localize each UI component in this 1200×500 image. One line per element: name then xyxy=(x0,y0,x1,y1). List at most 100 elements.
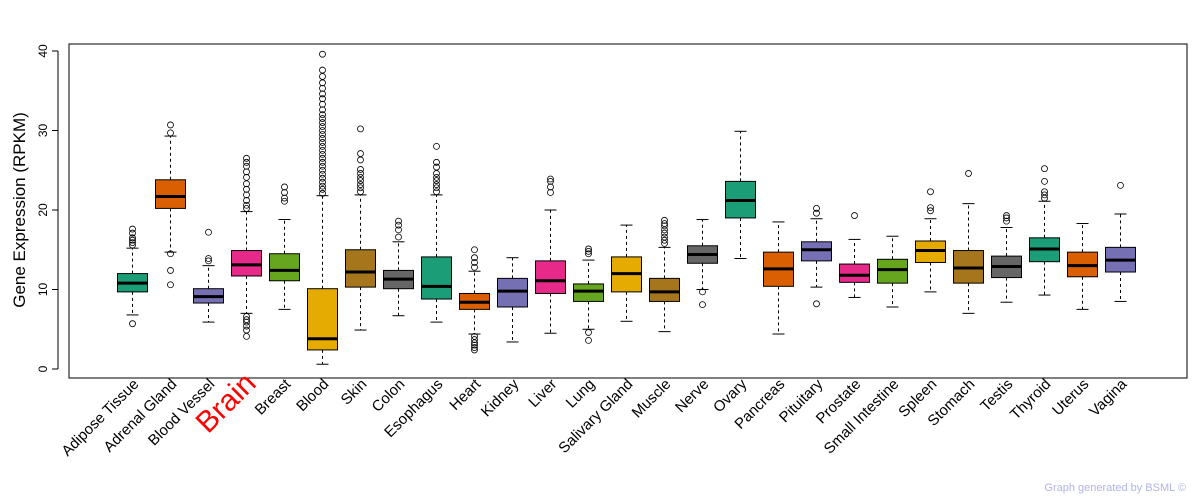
outlier-point xyxy=(585,247,592,255)
box-thyroid xyxy=(1029,165,1060,296)
outlier-point xyxy=(281,183,288,191)
outlier-point xyxy=(319,119,326,126)
outlier-point xyxy=(585,336,592,344)
box-iqr xyxy=(345,249,376,288)
box-iqr xyxy=(231,250,262,277)
outlier-point xyxy=(319,135,326,142)
outlier-point xyxy=(471,333,478,340)
plot-frame xyxy=(68,43,1188,379)
box-iqr xyxy=(421,256,452,300)
outlier-point xyxy=(129,320,136,328)
box-stomach xyxy=(953,170,984,314)
outlier-point xyxy=(243,174,250,181)
box-blood xyxy=(307,50,338,365)
outlier-point xyxy=(1041,191,1048,199)
outlier-point xyxy=(357,170,364,177)
outlier-point xyxy=(395,217,402,225)
outlier-point xyxy=(585,245,592,253)
outlier-point xyxy=(319,182,326,190)
outlier-point xyxy=(357,184,364,192)
outlier-point xyxy=(813,209,820,217)
box-ovary xyxy=(725,130,756,259)
y-axis-title: Gene Expression (RPKM) xyxy=(10,112,29,308)
outlier-point xyxy=(319,106,326,114)
outlier-point xyxy=(965,170,972,177)
outlier-point xyxy=(319,166,326,174)
box-skin xyxy=(345,125,376,331)
outlier-point xyxy=(167,250,174,258)
outlier-point xyxy=(319,127,326,134)
outlier-point xyxy=(471,346,478,354)
outlier-point xyxy=(167,129,174,137)
outlier-point xyxy=(319,158,326,166)
outlier-point xyxy=(471,254,478,262)
outlier-point xyxy=(281,197,288,205)
boxes xyxy=(117,50,1136,365)
outlier-point xyxy=(319,79,326,87)
outlier-point xyxy=(547,177,554,185)
outlier-point xyxy=(319,90,326,98)
outlier-point xyxy=(357,156,364,164)
outlier-point xyxy=(661,229,668,237)
outlier-point xyxy=(661,236,668,244)
x-label-uterus: Uterus xyxy=(1049,376,1092,419)
outlier-point xyxy=(319,150,326,158)
outlier-point xyxy=(205,257,212,265)
outlier-point xyxy=(319,178,326,186)
outlier-point xyxy=(357,150,364,157)
outlier-point xyxy=(1041,165,1048,173)
outlier-point xyxy=(471,344,478,351)
y-tick-label: 40 xyxy=(36,44,50,58)
box-iqr xyxy=(839,263,870,283)
outlier-point xyxy=(205,255,212,262)
outlier-point xyxy=(129,241,136,249)
box-pancreas xyxy=(763,221,794,335)
outlier-point xyxy=(243,316,250,324)
watermark-text: Graph generated by BSML © xyxy=(1044,482,1186,494)
outlier-point xyxy=(243,162,250,170)
x-label-muscle: Muscle xyxy=(629,376,675,422)
outlier-point xyxy=(319,162,326,170)
outlier-point xyxy=(357,177,364,184)
outlier-point xyxy=(129,225,136,233)
outlier-point xyxy=(243,191,250,199)
outlier-point xyxy=(319,142,326,150)
outlier-point xyxy=(661,233,668,241)
outlier-point xyxy=(319,84,326,92)
box-iqr xyxy=(155,179,186,209)
outlier-point xyxy=(243,154,250,162)
box-brain xyxy=(231,154,262,340)
box-iqr xyxy=(307,288,338,351)
outlier-point xyxy=(471,246,478,254)
box-iqr xyxy=(801,241,832,262)
y-tick-label: 10 xyxy=(36,283,50,297)
outlier-point xyxy=(243,205,250,212)
outlier-point xyxy=(319,50,326,58)
outlier-point xyxy=(1003,214,1010,222)
box-heart xyxy=(459,246,490,354)
box-iqr xyxy=(269,253,300,282)
outlier-point xyxy=(433,174,440,181)
box-colon xyxy=(383,217,414,317)
box-salivary-gland xyxy=(611,224,642,322)
box-iqr xyxy=(497,277,528,308)
box-prostate xyxy=(839,212,870,298)
y-axis: 0 10 20 30 40 xyxy=(36,44,59,372)
box-pituitary xyxy=(801,205,832,308)
outlier-point xyxy=(1003,212,1010,219)
outlier-point xyxy=(851,212,858,219)
box-iqr xyxy=(573,283,604,302)
outlier-point xyxy=(433,184,440,192)
outlier-point xyxy=(661,216,668,224)
x-label-blood: Blood xyxy=(293,376,332,415)
box-spleen xyxy=(915,188,946,293)
x-label-thyroid: Thyroid xyxy=(1007,376,1054,423)
outlier-point xyxy=(699,288,706,296)
box-testis xyxy=(991,212,1022,303)
outlier-point xyxy=(319,174,326,182)
x-label-nerve: Nerve xyxy=(672,376,712,416)
outlier-point xyxy=(167,267,174,274)
outlier-point xyxy=(357,166,364,173)
outlier-point xyxy=(813,205,820,212)
box-breast xyxy=(269,183,300,310)
